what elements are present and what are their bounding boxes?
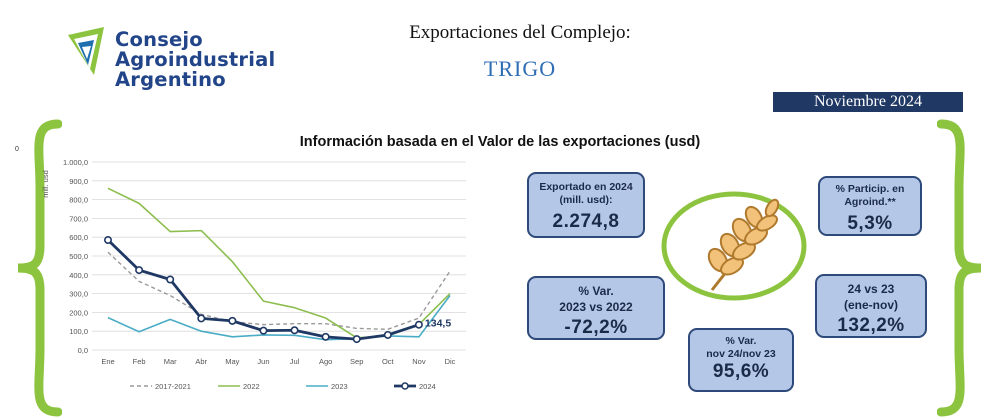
section-title: Información basada en el Valor de las ex… bbox=[299, 134, 701, 150]
x-tick-label: Mar bbox=[164, 357, 177, 366]
data-point bbox=[135, 266, 144, 275]
data-point bbox=[228, 316, 237, 325]
legend-label: 2023 bbox=[331, 382, 348, 391]
data-point bbox=[290, 326, 299, 335]
x-tick-label: Ago bbox=[319, 357, 332, 366]
kpi-label: (ene-nov) bbox=[844, 298, 898, 312]
data-point bbox=[352, 335, 361, 344]
y-tick-label: 0,0 bbox=[78, 346, 88, 355]
line-chart: 0,0 100,0 200,0 300,0 400,0 500,0 600,0 700,0 80… bbox=[41, 158, 466, 391]
x-tick-label: Oct bbox=[382, 357, 395, 366]
kpi-label: 24 vs 23 bbox=[847, 282, 895, 296]
kpi-share-box: % Particip. en Agroind.** 5,3% bbox=[818, 176, 922, 236]
series-line-2022 bbox=[107, 187, 451, 339]
data-label: 134,5 bbox=[425, 318, 451, 330]
x-tick-label: Jul bbox=[290, 357, 300, 366]
x-tick-label: Abr bbox=[195, 357, 207, 366]
y-tick-label: 1.000,0 bbox=[63, 158, 88, 167]
data-point bbox=[321, 332, 330, 341]
series-line-2023 bbox=[107, 294, 451, 341]
logo-line: Consejo bbox=[115, 28, 203, 51]
kpi-value: 2.274,8 bbox=[552, 211, 620, 232]
x-tick-label: May bbox=[225, 357, 239, 366]
legend-label: 2024 bbox=[419, 382, 436, 391]
y-axis-label: mill. usd bbox=[41, 170, 50, 198]
y-tick-label: 900,0 bbox=[69, 177, 88, 186]
y-tick-label: 700,0 bbox=[69, 214, 88, 223]
data-point bbox=[259, 326, 268, 335]
series-line-2017-2021 bbox=[107, 251, 451, 331]
y-tick-label: 800,0 bbox=[69, 196, 88, 205]
logo-wordmark: Consejo Agroindustrial Argentino bbox=[115, 30, 275, 90]
data-point bbox=[166, 275, 175, 284]
wheat-icon bbox=[661, 191, 807, 301]
kpi-label: Exportado en 2024 bbox=[539, 181, 633, 193]
kpi-label: Agroind.** bbox=[844, 196, 896, 208]
y-tick-label: 200,0 bbox=[69, 308, 88, 317]
data-point bbox=[197, 314, 206, 323]
kpi-label: 2023 vs 2022 bbox=[559, 300, 633, 314]
y-tick-label: 300,0 bbox=[69, 290, 88, 299]
legend-label: 2022 bbox=[243, 382, 260, 391]
kpi-var-nov-box: % Var. nov 24/nov 23 95,6% bbox=[688, 328, 794, 392]
y-tick-label: 100,0 bbox=[69, 327, 88, 336]
kpi-label: % Var. bbox=[578, 284, 614, 298]
x-tick-label: Dic bbox=[445, 357, 456, 366]
kpi-label: nov 24/nov 23 bbox=[706, 348, 776, 360]
y-tick-label: 500,0 bbox=[69, 252, 88, 261]
y-tick-label: 600,0 bbox=[69, 233, 88, 242]
data-point bbox=[383, 330, 392, 339]
leaf-logo-icon bbox=[68, 27, 104, 75]
logo-line: Argentino bbox=[115, 68, 226, 91]
kpi-var-2023-box: % Var. 2023 vs 2022 -72,2% bbox=[527, 276, 665, 340]
x-tick-label: Ene bbox=[101, 357, 114, 366]
kpi-value: 95,6% bbox=[712, 361, 770, 382]
kpi-value: -72,2% bbox=[564, 317, 628, 338]
x-tick-label: Sep bbox=[350, 357, 363, 366]
logo-line: Agroindustrial bbox=[115, 48, 276, 71]
y-tick-label: 400,0 bbox=[69, 271, 88, 280]
x-tick-label: Nov bbox=[412, 357, 426, 366]
data-point bbox=[414, 320, 423, 329]
kpi-label: (mill. usd): bbox=[559, 194, 613, 206]
product-name: TRIGO bbox=[483, 56, 557, 81]
x-tick-label: Feb bbox=[133, 357, 146, 366]
right-brace-decoration bbox=[937, 119, 982, 417]
stray-label: 0 bbox=[15, 146, 19, 153]
left-brace-decoration bbox=[17, 119, 62, 417]
kpi-value: 5,3% bbox=[847, 213, 893, 234]
legend-label: 2017-2021 bbox=[155, 382, 191, 391]
period-badge: Noviembre 2024 bbox=[773, 92, 963, 112]
kpi-label: % Var. bbox=[725, 335, 757, 347]
kpi-var-24-23-box: 24 vs 23 (ene-nov) 132,2% bbox=[815, 274, 927, 338]
data-point bbox=[104, 236, 113, 245]
legend-marker bbox=[401, 382, 409, 390]
x-tick-label: Jun bbox=[257, 357, 269, 366]
page-title: Exportaciones del Complejo: bbox=[409, 22, 631, 43]
kpi-label: % Particip. en bbox=[835, 183, 905, 195]
kpi-exported-box: Exportado en 2024 (mill. usd): 2.274,8 bbox=[527, 172, 645, 238]
kpi-value: 132,2% bbox=[837, 315, 905, 336]
